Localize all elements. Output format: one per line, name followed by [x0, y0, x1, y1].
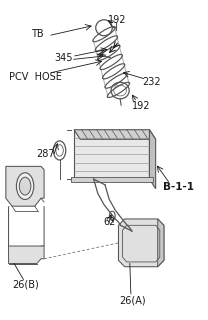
Text: 232: 232	[142, 77, 161, 87]
Text: 26(B): 26(B)	[12, 279, 39, 289]
Text: 287: 287	[36, 148, 54, 159]
Polygon shape	[6, 166, 44, 206]
Polygon shape	[119, 219, 164, 267]
Bar	[71, 177, 152, 182]
Text: 62: 62	[103, 217, 115, 227]
Polygon shape	[9, 246, 44, 264]
Text: TB: TB	[31, 29, 43, 39]
Text: 192: 192	[132, 101, 150, 111]
Polygon shape	[158, 219, 164, 267]
Polygon shape	[150, 130, 156, 189]
Text: 192: 192	[108, 15, 127, 26]
Text: PCV  HOSE: PCV HOSE	[9, 72, 62, 82]
Circle shape	[19, 177, 31, 195]
Text: 345: 345	[54, 53, 73, 63]
Text: 26(A): 26(A)	[120, 295, 146, 305]
Polygon shape	[74, 130, 156, 139]
Text: B-1-1: B-1-1	[163, 182, 194, 192]
Circle shape	[16, 173, 34, 199]
Bar	[74, 130, 150, 179]
